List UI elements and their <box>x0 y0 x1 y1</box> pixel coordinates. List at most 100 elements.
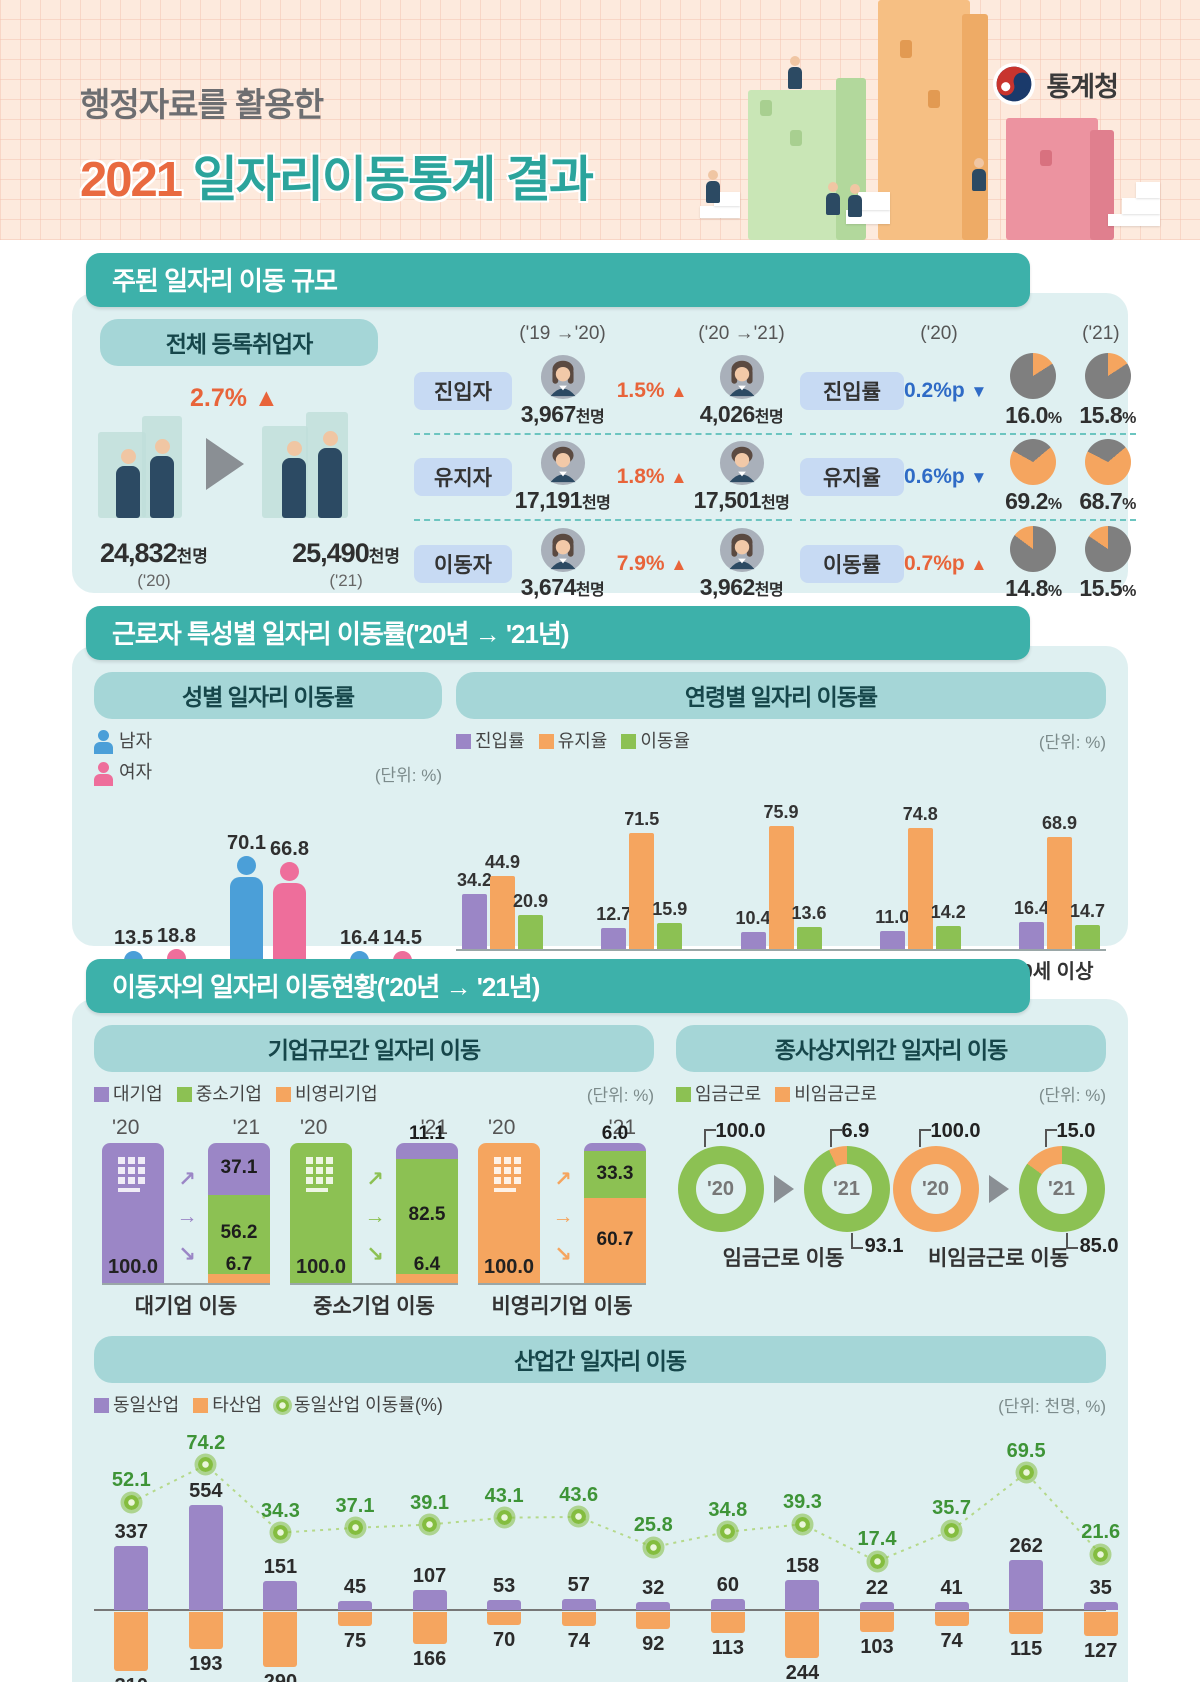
other-industry-bar <box>636 1612 671 1630</box>
rate-2021-cell: 15.8% <box>1079 353 1136 429</box>
other-industry-bar <box>338 1612 372 1627</box>
rate-value-label: 34.8 <box>708 1498 748 1521</box>
mover-rates-table: ('20) ('21) 진입률 0.2%p ▼ 16.0% 15.8% 유지율 0.6%p ▼… <box>800 319 1136 607</box>
same-industry-value: 53 <box>493 1574 516 1597</box>
year-2021-label: '21 <box>420 1116 448 1139</box>
stack-segment: 60.7 <box>584 1198 646 1283</box>
building-icon <box>118 1157 148 1192</box>
same-industry-bar <box>114 1545 149 1610</box>
count-2020-value: 17,191천명 <box>514 487 611 513</box>
window <box>900 40 912 58</box>
orange-building-block <box>878 0 970 240</box>
legend-swatch <box>176 1087 192 1102</box>
other-industry-value: 193 <box>189 1652 223 1675</box>
building-icon <box>494 1157 524 1192</box>
arrow-icon: → <box>176 1204 198 1228</box>
other-industry-bar <box>934 1612 969 1627</box>
legend-item: 동일산업 이동률(%) <box>275 1391 443 1417</box>
counts-row: 이동자 3,674천명 7.9% ▲ 3,962천명 <box>414 521 792 607</box>
up-arrow-icon: ▲ <box>670 382 688 401</box>
industry-unit-label: (단위: 천명, %) <box>998 1397 1106 1416</box>
status-unit-label: (단위: %) <box>1038 1086 1106 1105</box>
status-pair-label: 비임금근로 이동 <box>927 1247 1070 1270</box>
rate-marker <box>869 1553 885 1569</box>
legend-label: 동일산업 이동률(%) <box>293 1395 443 1415</box>
rate-value-label: 21.6 <box>1081 1521 1121 1544</box>
donut-year-label: '21 <box>1036 1164 1087 1214</box>
female-avatar-icon <box>540 527 585 573</box>
rate-marker <box>347 1520 363 1536</box>
legend-label: 남자 <box>119 731 153 751</box>
legend-label: 이동율 <box>640 731 691 751</box>
counts-col-header: ('19 →'20) <box>519 323 606 344</box>
rates-col-header: ('21) <box>1082 323 1120 344</box>
donut-top-callout: 100.0 <box>703 1120 766 1147</box>
window <box>760 100 772 116</box>
age-chart-title: 연령별 일자리 이동률 <box>456 672 1106 719</box>
donut-2021: '21 <box>1018 1146 1105 1232</box>
donut-pair: '20 100.0 '21 15.0 85.0 <box>892 1120 1119 1257</box>
legend-label: 진입률 <box>475 731 525 751</box>
donut-wrap: '20 100.0 <box>677 1120 766 1232</box>
count-2021-cell: 17,501천명 <box>691 440 792 514</box>
other-industry-value: 103 <box>860 1635 894 1658</box>
report-title-text: 일자리이동통계 결과 <box>192 153 594 207</box>
bar-value-label: 16.4 <box>340 926 379 949</box>
firm-group-label: 비영리기업 이동 <box>491 1295 633 1318</box>
firm-chart-title: 기업규모간 일자리 이동 <box>94 1025 654 1072</box>
worker-figure <box>116 449 140 518</box>
other-industry-bar <box>188 1612 223 1649</box>
male-avatar-icon <box>719 440 764 486</box>
status-donut-chart: '20 100.0 '21 6.9 93.1 임금근로 이동 '20 100.0 '21 15.0… <box>676 1120 1119 1272</box>
firm-size-chart-block: 기업규모간 일자리 이동 대기업 중소기업 비영리기업 (단위: %) '20 '21… <box>94 1025 654 1320</box>
other-industry-value: 75 <box>343 1630 367 1653</box>
rate-pie-chart <box>1084 353 1131 399</box>
donut-wrap: '21 15.0 85.0 <box>1018 1120 1119 1257</box>
bar-value-label: 12.7 <box>596 904 632 925</box>
stack-segment: 6.0 <box>584 1123 646 1152</box>
same-industry-bar <box>710 1598 745 1610</box>
count-2021-value: 3,962천명 <box>699 574 784 600</box>
legend-item: 이동율 <box>621 727 690 753</box>
legend-item: 비임금근로 <box>775 1080 877 1106</box>
firm-group-label: 중소기업 이동 <box>313 1295 435 1318</box>
stair-step <box>858 192 890 210</box>
person-figure <box>972 158 986 191</box>
legend-item: 유지율 <box>538 727 608 753</box>
rate-pie-chart <box>1084 439 1131 485</box>
section3-header: 이동자의 일자리 이동현황('20년 → '21년) <box>86 959 1030 1013</box>
legend-item: 동일산업 <box>94 1391 179 1417</box>
donut-pair: '20 100.0 '21 6.9 93.1 <box>677 1120 904 1257</box>
same-industry-value: 60 <box>716 1573 739 1596</box>
firm-2020-bar: 100.0 <box>102 1143 164 1283</box>
rate-marker <box>794 1516 810 1532</box>
legend-label: 유지율 <box>557 731 608 751</box>
section-main-scale: 주된 일자리 이동 규모 전체 등록취업자 2.7% ▲ <box>72 253 1136 601</box>
age-bar-chart: 34.2 44.9 20.9 12.7 71.5 15.9 10.4 75.9 13.6 11.0… <box>456 755 1106 951</box>
rate-value: 16.0% <box>1005 402 1062 428</box>
total-2020: 24,832천명 ('20) <box>100 538 208 590</box>
same-industry-value: 41 <box>940 1577 963 1599</box>
bar-value-label: 20.9 <box>512 891 549 912</box>
bar-value-label: 71.5 <box>624 809 660 830</box>
segment-value-label: 6.4 <box>413 1254 441 1276</box>
other-industry-bar <box>710 1612 745 1634</box>
agency-name: 통계청 <box>1046 71 1119 102</box>
other-industry-bar <box>412 1612 447 1644</box>
bar-value-label: 16.4 <box>1013 898 1050 919</box>
same-industry-value: 35 <box>1089 1577 1112 1599</box>
rate-value: 68.7% <box>1079 488 1136 514</box>
legend-label: 임금근로 <box>695 1084 762 1104</box>
segment-value-label: 37.1 <box>220 1156 258 1178</box>
content: 주된 일자리 이동 규모 전체 등록취업자 2.7% ▲ <box>0 253 1200 1682</box>
age-bar: 44.9 <box>485 852 520 949</box>
여자-person-icon <box>94 761 113 786</box>
arrow-icon: → <box>552 1204 574 1228</box>
window <box>928 90 940 108</box>
counts-header-row: ('19 →'20) ('20 →'21) <box>414 319 792 349</box>
total-workers-block: 전체 등록취업자 2.7% ▲ <box>94 319 406 607</box>
same-industry-value: 262 <box>1009 1535 1043 1558</box>
other-industry-value: 113 <box>711 1637 744 1660</box>
other-industry-value: 115 <box>1010 1637 1043 1660</box>
section-mover-flows: 이동자의 일자리 이동현황('20년 → '21년) 기업규모간 일자리 이동 … <box>72 959 1128 1682</box>
